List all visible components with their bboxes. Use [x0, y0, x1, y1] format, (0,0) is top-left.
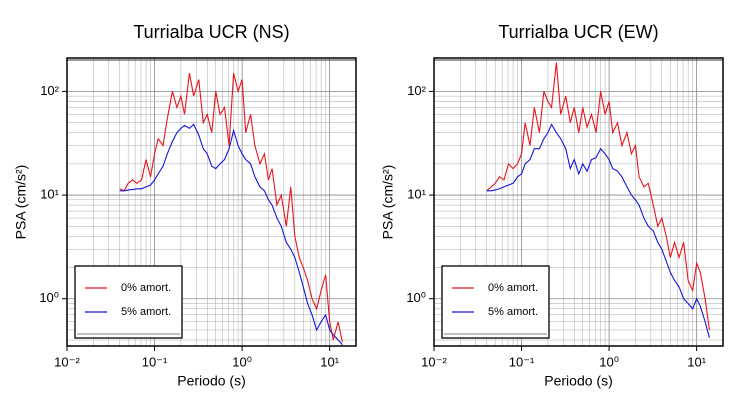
chart-title: Turrialba UCR (NS) [133, 22, 289, 42]
legend-label: 0% amort. [488, 282, 538, 294]
y-tick-label: 10² [40, 83, 59, 98]
y-axis-label: PSA (cm/s²) [380, 165, 396, 240]
x-tick-label: 10⁻¹ [142, 354, 168, 369]
plot-frame [433, 57, 724, 347]
chart-panel: 10⁻² 10⁻¹ 10⁰ 10¹ 10⁰ 10¹ 10² 0% amort. 5% amort… [13, 22, 357, 389]
chart-title: Turrialba UCR (EW) [498, 22, 658, 42]
legend-label: 5% amort. [121, 306, 171, 318]
x-axis-label: Periodo (s) [177, 373, 245, 389]
x-tick-label: 10¹ [320, 354, 339, 369]
y-tick-label: 10⁰ [39, 290, 59, 305]
legend-label: 5% amort. [488, 306, 538, 318]
x-tick-label: 10⁻¹ [509, 354, 535, 369]
y-tick-label: 10⁰ [406, 290, 426, 305]
y-tick-label: 10² [407, 83, 426, 98]
y-axis-label: PSA (cm/s²) [13, 165, 29, 240]
data-line [119, 123, 343, 346]
data-line [119, 73, 343, 343]
y-tick-label: 10¹ [407, 187, 426, 202]
plot-frame [66, 57, 357, 347]
x-tick-label: 10⁻² [54, 354, 80, 369]
x-tick-label: 10⁰ [232, 354, 252, 369]
legend-box [74, 265, 183, 339]
data-line [486, 62, 710, 331]
legend-label: 0% amort. [121, 282, 171, 294]
x-tick-label: 10⁰ [599, 354, 619, 369]
x-tick-label: 10⁻² [421, 354, 447, 369]
y-tick-label: 10¹ [40, 187, 59, 202]
legend-box [441, 265, 550, 339]
x-tick-label: 10¹ [687, 354, 706, 369]
chart-panel: 10⁻² 10⁻¹ 10⁰ 10¹ 10⁰ 10¹ 10² 0% amort. 5% amort… [380, 22, 724, 389]
data-line [486, 123, 710, 338]
x-axis-label: Periodo (s) [544, 373, 612, 389]
